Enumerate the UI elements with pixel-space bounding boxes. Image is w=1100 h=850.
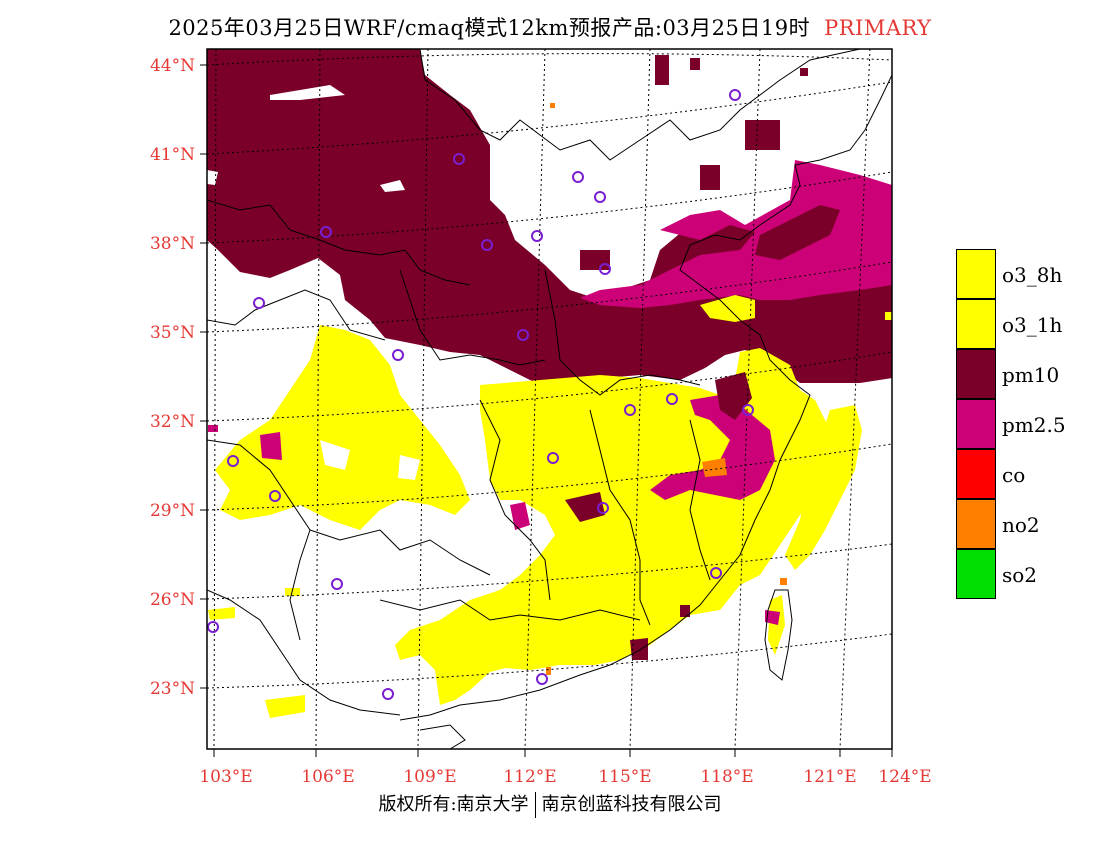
legend-swatch bbox=[956, 499, 996, 549]
legend-swatch bbox=[956, 399, 996, 449]
legend-label: no2 bbox=[1002, 513, 1040, 537]
copyright-footer: 版权所有:南京大学 南京创蓝科技有限公司 bbox=[0, 790, 1100, 818]
legend-item: pm2.5 bbox=[956, 399, 1100, 449]
lon-labels: 103°E 106°E 109°E 112°E 115°E 118°E 121°… bbox=[199, 767, 931, 787]
stations bbox=[207, 89, 754, 700]
pm25-region-ne bbox=[580, 160, 892, 308]
lon-label: 115°E bbox=[598, 767, 651, 787]
o3-region-south bbox=[395, 348, 830, 705]
legend-label: co bbox=[1002, 463, 1026, 487]
legend-swatch bbox=[956, 449, 996, 499]
lon-label: 106°E bbox=[301, 767, 354, 787]
lon-label: 112°E bbox=[503, 767, 556, 787]
legend-label: pm10 bbox=[1002, 363, 1060, 387]
footer-right: 南京创蓝科技有限公司 bbox=[541, 794, 722, 815]
lon-label: 109°E bbox=[403, 767, 456, 787]
o3-region-west bbox=[215, 325, 470, 530]
lon-label: 121°E bbox=[803, 767, 856, 787]
lon-label: 118°E bbox=[700, 767, 753, 787]
legend-swatch bbox=[956, 349, 996, 399]
lat-label: 38°N bbox=[150, 234, 195, 254]
footer-left: 版权所有:南京大学 bbox=[378, 794, 529, 815]
map-content bbox=[207, 49, 892, 749]
title-tag: PRIMARY bbox=[824, 16, 932, 40]
lat-labels: 44°N 41°N 38°N 35°N 32°N 29°N 26°N 23°N bbox=[150, 56, 195, 699]
graticule bbox=[207, 49, 892, 749]
legend: o3_8h o3_1h pm10 pm2.5 co no2 so2 bbox=[956, 249, 1100, 599]
lon-label: 103°E bbox=[199, 767, 252, 787]
footer-separator bbox=[534, 792, 536, 818]
legend-item: o3_1h bbox=[956, 299, 1100, 349]
legend-item: o3_8h bbox=[956, 249, 1100, 299]
legend-item: so2 bbox=[956, 549, 1100, 599]
legend-swatch bbox=[956, 249, 996, 299]
lat-label: 23°N bbox=[150, 679, 195, 699]
legend-item: co bbox=[956, 449, 1100, 499]
map-frame bbox=[206, 48, 893, 750]
legend-label: so2 bbox=[1002, 563, 1038, 587]
legend-label: pm2.5 bbox=[1002, 413, 1066, 437]
lat-label: 26°N bbox=[150, 590, 195, 610]
boundaries bbox=[207, 49, 892, 749]
legend-item: no2 bbox=[956, 499, 1100, 549]
title-main: 2025年03月25日WRF/cmaq模式12km预报产品:03月25日19时 bbox=[168, 16, 811, 40]
legend-item: pm10 bbox=[956, 349, 1100, 399]
legend-swatch bbox=[956, 549, 996, 599]
map-title: 2025年03月25日WRF/cmaq模式12km预报产品:03月25日19时 P… bbox=[0, 12, 1100, 42]
lat-label: 29°N bbox=[150, 501, 195, 521]
legend-swatch bbox=[956, 299, 996, 349]
legend-label: o3_1h bbox=[1002, 313, 1063, 337]
lat-label: 41°N bbox=[150, 145, 195, 165]
lat-label: 44°N bbox=[150, 56, 195, 76]
lat-label: 32°N bbox=[150, 412, 195, 432]
tick-marks bbox=[200, 64, 893, 757]
lon-label: 124°E bbox=[878, 767, 931, 787]
lat-label: 35°N bbox=[150, 323, 195, 343]
legend-label: o3_8h bbox=[1002, 263, 1063, 287]
